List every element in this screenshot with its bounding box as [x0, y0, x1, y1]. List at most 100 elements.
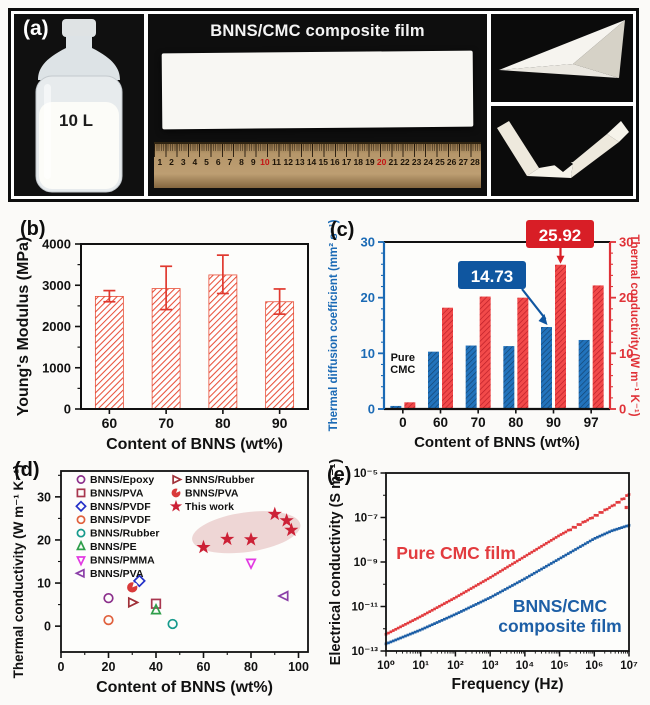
panel-a-label: (a) — [23, 17, 49, 40]
curve-point — [387, 641, 390, 645]
curve-point — [513, 561, 517, 564]
curve-point — [528, 552, 531, 556]
y-axis-title: Electrical conductivity (S m⁻¹) — [328, 459, 344, 665]
annotation-value-red: 25.92 — [539, 226, 582, 245]
curve-point — [622, 497, 626, 501]
x-tick-label: 80 — [215, 415, 231, 431]
curve-point — [428, 624, 432, 628]
panel-c-dual-axis-bar-chart: 0 0 10 10 20 20 30 30 0 60 70 80 90 97 Content of BNNS… — [328, 219, 640, 451]
data-point-diamond — [132, 574, 146, 588]
y-tick-label: 10 — [37, 577, 51, 591]
curve-point — [459, 610, 463, 613]
bar-diffusion — [503, 346, 515, 409]
ruler-number: 8 — [239, 157, 244, 167]
curve-point — [489, 576, 492, 579]
curve-point — [566, 528, 570, 532]
curve-point — [537, 569, 541, 572]
curve-point — [569, 528, 573, 532]
ruler-numbers: 1 2 3 4 5 6 7 8 9 10 11 12 13 14 15 16 17 18 19 20 21 22 23 24 2… — [154, 157, 481, 167]
curve-point — [583, 542, 587, 546]
curve-point — [625, 494, 628, 497]
data-point-circle — [76, 528, 86, 538]
curve-point — [620, 526, 624, 529]
curve-point — [617, 500, 621, 504]
ruler-number: 4 — [192, 157, 198, 167]
legend-label: BNNS/Rubber — [185, 474, 254, 486]
curve-point — [547, 563, 551, 567]
left-tick-label: 0 — [368, 402, 375, 417]
curve-point — [486, 577, 490, 581]
ruler-number: 9 — [250, 157, 256, 167]
curve-point — [389, 640, 393, 644]
composite-film-sheet — [161, 50, 474, 130]
curve-point — [530, 573, 534, 577]
ruler-number: 21 — [388, 157, 398, 167]
right-tick-label: 30 — [619, 235, 633, 250]
ruler-number: 15 — [318, 157, 328, 167]
airplane-lower-wing — [499, 64, 619, 78]
x-tick-label: 10³ — [482, 660, 499, 672]
curve-point — [438, 620, 441, 623]
curve-point — [425, 611, 429, 615]
x-tick-label: 97 — [584, 415, 599, 430]
curve-point — [559, 556, 563, 560]
curve-point — [501, 589, 504, 593]
curve-point — [389, 630, 393, 634]
curve-point — [605, 507, 609, 511]
folded-strip-right — [571, 134, 619, 178]
x-axis-title: Content of BNNS (wt%) — [414, 434, 580, 451]
x-axis-title: Content of BNNS (wt%) — [96, 679, 273, 696]
x-tick-label: 60 — [197, 660, 211, 674]
curve-point — [391, 629, 395, 632]
curve-point — [469, 587, 473, 590]
x-tick-label: 100 — [288, 660, 309, 674]
curve-point — [447, 599, 451, 603]
curve-point — [506, 586, 509, 590]
bar — [265, 301, 295, 410]
bar-diffusion — [465, 345, 477, 409]
plot-area — [386, 473, 629, 651]
curve-point — [494, 593, 497, 597]
y-tick-label: 4000 — [42, 237, 71, 252]
ruler-number: 2 — [169, 157, 174, 167]
curve-point — [588, 539, 592, 543]
curve-point — [457, 594, 461, 597]
curve-point — [447, 615, 451, 619]
left-tick-label: 10 — [361, 346, 375, 361]
bottle-liquid — [39, 102, 119, 189]
curve-point — [542, 543, 546, 547]
annotation-arrowhead-blue — [538, 314, 548, 326]
annotation-box-red — [526, 220, 594, 248]
curve-point — [413, 618, 417, 621]
ruler-number: 25 — [435, 157, 445, 167]
curve-point — [613, 503, 616, 507]
x-tick-label: 10⁴ — [516, 660, 535, 672]
x-tick-label: 40 — [149, 660, 163, 674]
data-point-diamond — [75, 500, 87, 513]
curve-point — [596, 535, 599, 539]
ruler-number: 6 — [215, 157, 221, 167]
airplane-upper-wing — [499, 20, 625, 70]
curve-point — [562, 555, 565, 558]
ruler-number: 19 — [365, 157, 375, 167]
curve-point — [401, 635, 405, 639]
annotation-value-blue: 14.73 — [471, 267, 514, 286]
ruler-number: 23 — [411, 157, 422, 167]
curve-point — [574, 526, 577, 529]
data-point-circle — [76, 515, 86, 525]
film-title: BNNS/CMC composite film — [210, 22, 425, 40]
curve-point — [496, 592, 500, 595]
x-axis-title: Content of BNNS (wt%) — [106, 436, 283, 453]
x-tick-label: 10² — [447, 660, 464, 672]
legend-label: BNNS/Epoxy — [90, 474, 154, 486]
x-tick-label: 70 — [471, 415, 486, 430]
curve-point — [593, 513, 597, 517]
curve-point — [411, 631, 415, 635]
curve-point — [557, 534, 560, 538]
bar — [208, 274, 238, 410]
legend-label: BNNS/PVA — [185, 487, 239, 499]
x-tick-label: 90 — [272, 415, 288, 431]
curve-point — [455, 612, 458, 616]
curve-point — [598, 534, 602, 538]
bar-conductivity — [404, 402, 416, 409]
